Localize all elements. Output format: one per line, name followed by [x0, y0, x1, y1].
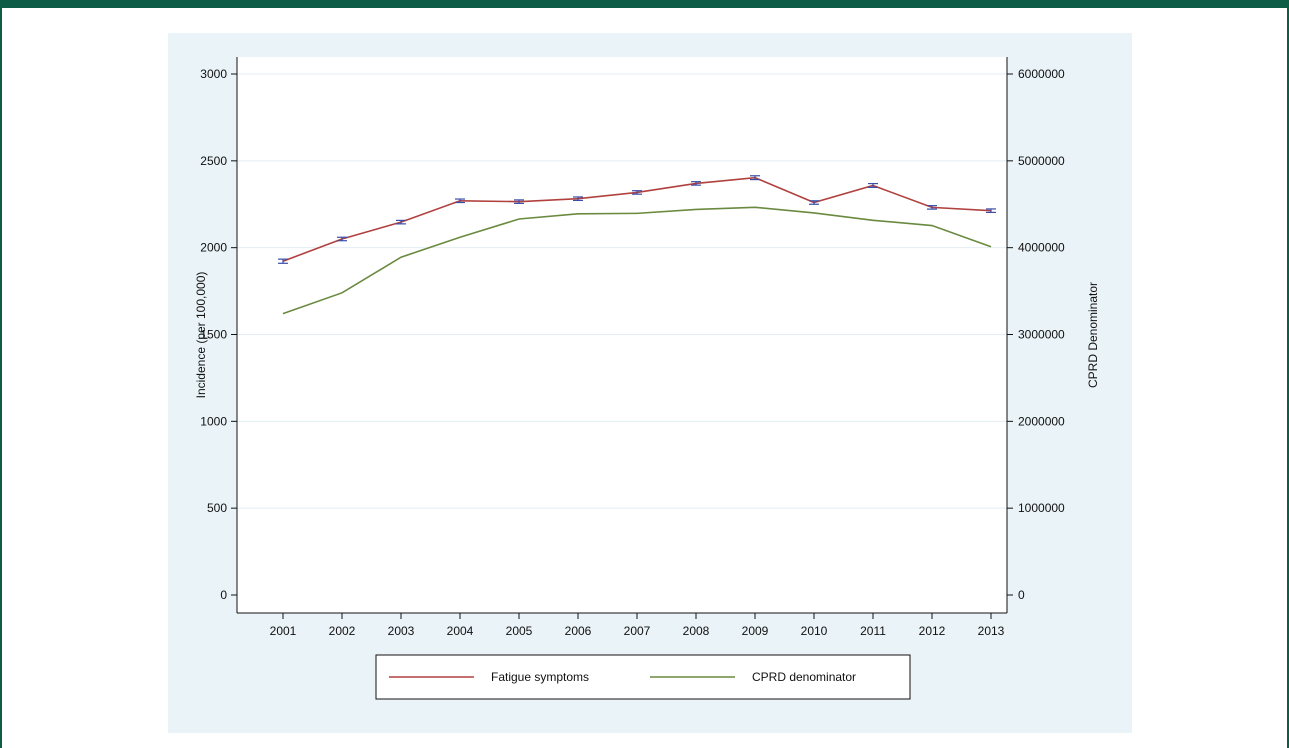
left-axis-title: Incidence (per 100,000)	[194, 272, 208, 399]
left-tick-label: 500	[207, 501, 227, 515]
left-axis-ticks: 0 500 1000 1500 2000 2500 3000	[200, 67, 237, 602]
left-tick-label: 1500	[200, 328, 227, 342]
top-color-bar	[0, 0, 1289, 8]
right-axis-title: CPRD Denominator	[1086, 282, 1100, 388]
left-tick-label: 2500	[200, 154, 227, 168]
x-tick-label: 2007	[624, 624, 651, 638]
right-tick-label: 5000000	[1018, 154, 1065, 168]
x-tick-label: 2001	[270, 624, 297, 638]
right-axis-ticks: 0 1000000 2000000 3000000 4000000 5000000 6000…	[1007, 67, 1065, 602]
x-tick-label: 2006	[565, 624, 592, 638]
x-tick-label: 2002	[329, 624, 356, 638]
x-tick-label: 2011	[860, 624, 886, 638]
right-tick-label: 1000000	[1018, 501, 1065, 515]
series-group	[278, 175, 996, 315]
x-axis-ticks: 2001 2002 2003 2004 2005 2006 2007 2008 2009 2010…	[270, 613, 1005, 638]
right-tick-label: 3000000	[1018, 328, 1065, 342]
legend-box	[375, 654, 911, 700]
legend-label-cprd-denominator: CPRD denominator	[752, 670, 856, 684]
x-tick-label: 2013	[978, 624, 1005, 638]
left-border	[0, 0, 2, 748]
left-tick-label: 3000	[200, 67, 227, 81]
x-tick-label: 2005	[506, 624, 533, 638]
x-tick-label: 2008	[683, 624, 710, 638]
right-border	[1287, 0, 1289, 748]
gridlines	[237, 73, 1007, 509]
x-tick-label: 2004	[447, 624, 474, 638]
legend-label-fatigue-symptoms: Fatigue symptoms	[491, 670, 589, 684]
right-tick-label: 2000000	[1018, 414, 1065, 428]
left-tick-label: 2000	[200, 241, 227, 255]
right-tick-label: 4000000	[1018, 241, 1065, 255]
x-tick-label: 2012	[919, 624, 946, 638]
left-tick-label: 1000	[200, 414, 227, 428]
x-tick-label: 2003	[388, 624, 415, 638]
x-tick-label: 2009	[742, 624, 769, 638]
left-tick-label: 0	[220, 588, 227, 602]
legend: Fatigue symptoms CPRD denominator	[375, 654, 911, 700]
x-tick-label: 2010	[801, 624, 828, 638]
right-tick-label: 6000000	[1018, 67, 1065, 81]
right-tick-label: 0	[1018, 588, 1025, 602]
